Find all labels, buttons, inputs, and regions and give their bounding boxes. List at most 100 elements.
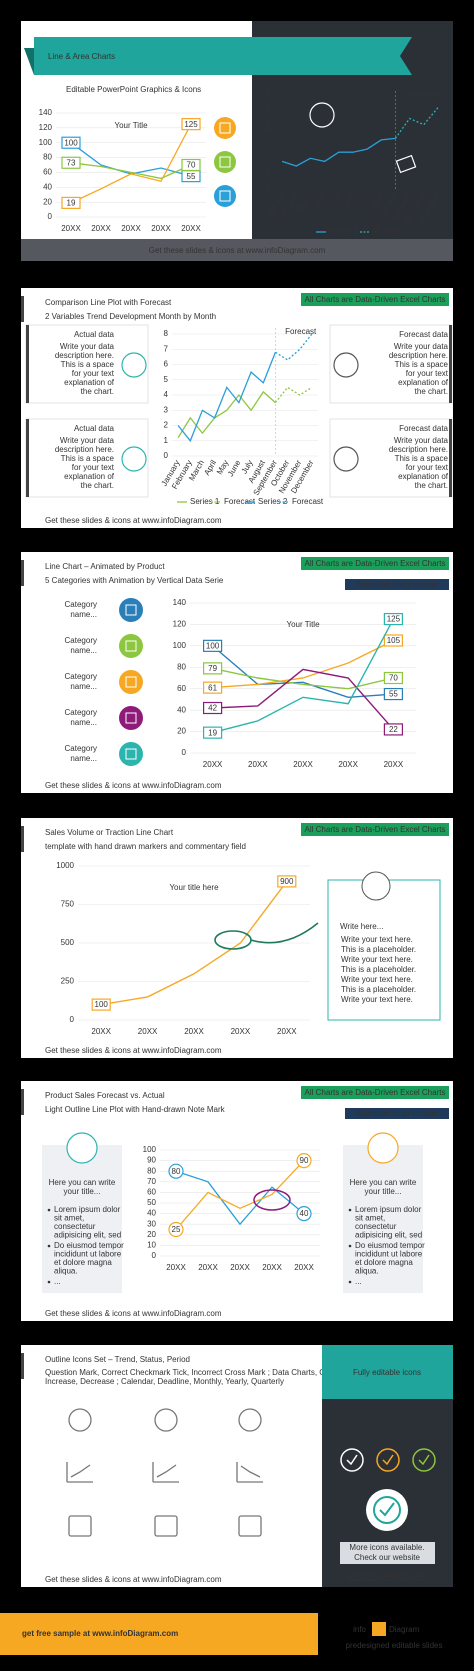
label-box — [203, 662, 223, 675]
badge-text: All Charts are Data-Driven Excel Charts — [305, 559, 446, 568]
badge-text: All Charts are Data-Driven Excel Charts — [305, 295, 446, 304]
slide-title: Comparison Line Plot with Forecast — [45, 298, 172, 307]
y-tick-label: 1000 — [56, 861, 74, 870]
label-box — [383, 687, 403, 701]
x-tick-label: 20XX — [61, 224, 81, 233]
y-tick-label: 8 — [164, 329, 169, 338]
bullet — [348, 1280, 352, 1284]
legend-label: Forecast — [224, 497, 256, 506]
slide-footer: Get these slides & icons at www.infoDiag… — [45, 781, 222, 790]
slide-footer: Get these slides & icons at www.infoDiag… — [45, 516, 222, 525]
box-line: for your text — [72, 369, 115, 378]
x-tick-label: 20XX — [121, 224, 141, 233]
banner — [0, 1613, 318, 1655]
label-box — [61, 196, 81, 209]
outline-icon — [152, 1462, 179, 1483]
legend-label: Forecast — [292, 497, 324, 506]
data-label: 19 — [67, 198, 76, 207]
more-text: More icons available. — [349, 1543, 424, 1552]
icon-bubble — [214, 151, 236, 173]
panel-text: et dolore magna — [54, 1258, 112, 1267]
x-tick-label: 20XX — [184, 1027, 204, 1036]
label-box — [203, 726, 223, 739]
hand-drawn-arrow — [250, 922, 319, 944]
outline-icon — [154, 1408, 178, 1432]
text-box-edge — [449, 419, 452, 497]
label-marker — [168, 1163, 184, 1179]
big-icon — [366, 1489, 408, 1531]
y-tick-label: 6 — [267, 92, 272, 101]
series-line — [212, 668, 394, 730]
series-line — [281, 137, 396, 167]
y-tick-label: 20 — [147, 1230, 156, 1239]
data-label: 70 — [187, 161, 196, 170]
category-label: Category — [65, 672, 97, 681]
side-panel — [343, 1145, 423, 1293]
chart-title: Your title here — [169, 883, 219, 892]
panel-heading: Here you can write — [49, 1178, 116, 1187]
box-line: description here. — [389, 445, 448, 454]
y-tick-label: 60 — [177, 684, 186, 693]
series-line — [177, 390, 276, 439]
slide-title: Product Sales Forecast vs. Actual — [45, 1091, 165, 1100]
annotation: Forecast — [409, 90, 441, 99]
y-tick-label: 30 — [147, 1219, 156, 1228]
check-icon — [340, 1448, 364, 1472]
slide-accent — [21, 1353, 24, 1379]
y-tick-label: 20 — [177, 727, 186, 736]
data-label: 22 — [389, 725, 398, 734]
y-tick-label: 0 — [164, 451, 169, 460]
category-label: name... — [70, 718, 97, 727]
label-box — [383, 612, 403, 626]
icon-cube — [219, 122, 231, 134]
slide-title: Outline Icons Set – Trend, Status, Perio… — [45, 1355, 190, 1364]
ribbon — [34, 37, 412, 75]
bullet — [348, 1208, 352, 1212]
check-mark — [379, 1502, 395, 1517]
panel-text: sit amet, — [54, 1214, 84, 1223]
box-line: explanation of — [64, 378, 115, 387]
annotation: Forecast — [285, 327, 317, 336]
category-bubble — [119, 634, 143, 658]
data-label: 125 — [184, 120, 198, 129]
data-label: 79 — [208, 664, 217, 673]
box-line: the chart. — [415, 387, 448, 396]
category-bubble — [119, 706, 143, 730]
note-line: Write your text here. — [341, 935, 413, 944]
box-heading: Forecast data — [399, 330, 448, 339]
box-line: for your text — [406, 369, 449, 378]
y-tick-label: 80 — [43, 153, 52, 162]
link: www.infoDiagram.com — [346, 1571, 427, 1580]
y-tick-label: 250 — [61, 977, 75, 986]
badge — [301, 293, 449, 306]
y-tick-label: 0 — [182, 748, 187, 757]
slide-footer: Get these slides & icons at www.infoDiag… — [45, 1046, 222, 1055]
y-tick-label: 80 — [147, 1166, 156, 1175]
category-cube — [125, 604, 137, 616]
panel-text: Lorem ipsum dolor — [54, 1205, 121, 1214]
y-tick-label: 2 — [267, 153, 272, 162]
badge-text: Animated chart version — [356, 580, 438, 589]
panel-header — [322, 1345, 453, 1399]
slide-subtitle: 5 Categories with Animation by Vertical … — [45, 576, 224, 585]
note-line: This is a placeholder. — [341, 945, 416, 954]
icon-cube — [219, 190, 231, 202]
label-box — [181, 118, 201, 131]
data-label: 900 — [280, 877, 294, 886]
y-tick-label: 140 — [39, 108, 53, 117]
y-tick-label: 750 — [61, 900, 75, 909]
y-tick-label: 100 — [173, 641, 187, 650]
box-line: explanation of — [398, 472, 449, 481]
y-tick-label: 4 — [267, 123, 272, 132]
badge — [345, 579, 449, 590]
x-tick-label: 20XX — [338, 760, 358, 769]
outline-icon — [236, 1462, 263, 1483]
y-tick-label: 0 — [48, 212, 53, 221]
x-tick-label: 20XX — [231, 1027, 251, 1036]
label-box — [203, 639, 223, 652]
y-tick-label: 50 — [147, 1198, 156, 1207]
panel-title: Fully editable icons — [353, 1368, 421, 1377]
x-tick-label: 20XX — [151, 224, 171, 233]
y-tick-label: 90 — [147, 1156, 156, 1165]
panel-text: adipisicing elit, sed — [355, 1231, 422, 1240]
